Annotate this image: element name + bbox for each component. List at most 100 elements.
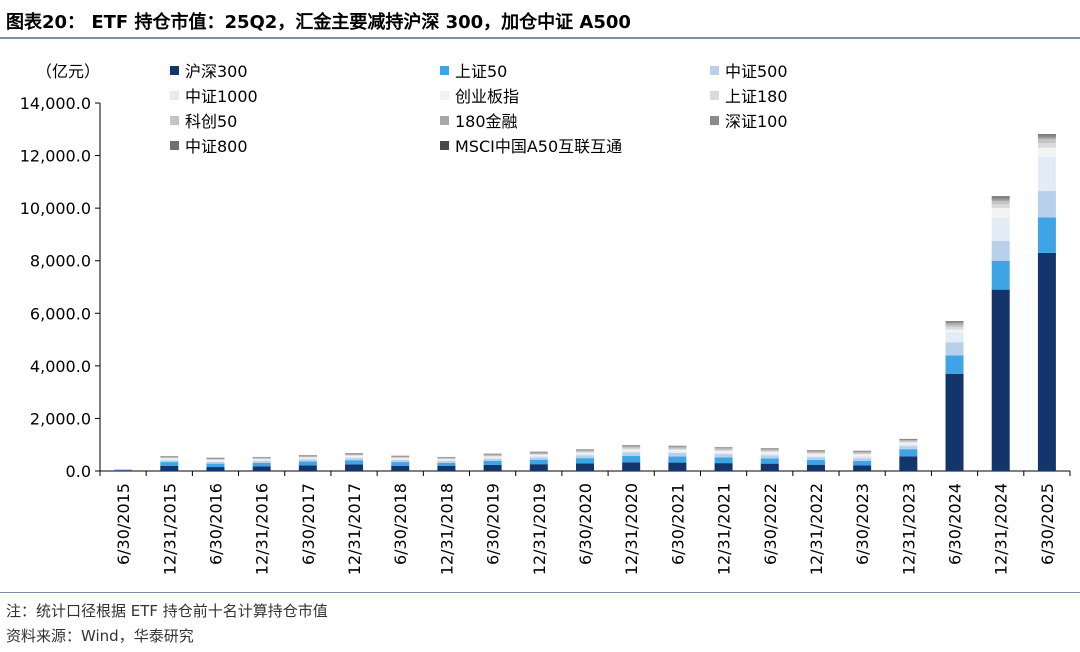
- bar-segment: [760, 458, 779, 464]
- bar-segment: [622, 446, 641, 448]
- bar-segment: [252, 459, 271, 462]
- legend-swatch: [170, 115, 179, 125]
- bar-segment: [206, 459, 225, 461]
- bar-segment: [298, 457, 317, 459]
- bar-segment: [345, 455, 364, 457]
- bar-segment: [437, 458, 456, 460]
- bar-segment: [622, 445, 641, 447]
- bar-segment: [622, 448, 641, 450]
- bar-segment: [899, 446, 918, 450]
- bar-segment: [345, 458, 364, 461]
- x-tick-label: 6/30/2019: [484, 483, 503, 565]
- bar-segment: [622, 447, 641, 449]
- bar-segment: [529, 454, 548, 455]
- bar-segment: [437, 457, 456, 459]
- legend-label: 深证100: [725, 112, 788, 131]
- bar-segment: [206, 458, 225, 460]
- bar-segment: [576, 451, 594, 453]
- legend-swatch: [710, 90, 719, 100]
- x-tick-label: 6/30/2025: [1038, 483, 1057, 565]
- bar-segment: [991, 199, 1010, 202]
- bar-segment: [991, 208, 1010, 218]
- bar-segment: [345, 453, 364, 455]
- bar-segment: [298, 458, 317, 460]
- bar-segment: [622, 452, 641, 457]
- bar-segment: [298, 465, 317, 471]
- bar-segment: [391, 462, 410, 466]
- bar-segment: [483, 453, 502, 455]
- bar-segment: [483, 454, 502, 456]
- bar-segment: [714, 453, 733, 458]
- legend-label: 科创50: [185, 112, 238, 131]
- bar-segment: [853, 461, 872, 466]
- bar-segment: [714, 451, 733, 453]
- title-divider: [0, 37, 1080, 39]
- bar-segment: [714, 447, 733, 448]
- bar-segment: [668, 447, 687, 449]
- bar-segment: [345, 464, 364, 471]
- bar-segment: [1037, 134, 1056, 136]
- bar-segment: [806, 452, 825, 454]
- bar-segment: [806, 457, 825, 460]
- x-tick-label: 12/31/2019: [530, 483, 549, 575]
- bar-segment: [806, 450, 825, 452]
- x-tick-label: 12/31/2020: [622, 483, 641, 575]
- bar-segment: [206, 463, 225, 468]
- legend-swatch: [440, 115, 449, 125]
- bar-segment: [853, 451, 872, 453]
- bar-segment: [806, 451, 825, 453]
- x-tick-label: 6/30/2022: [761, 483, 780, 565]
- bar-segment: [483, 456, 502, 458]
- legend-item: 创业板指: [440, 83, 519, 107]
- legend-item: 深证100: [710, 108, 788, 132]
- bar-segment: [345, 460, 364, 465]
- bar-segment: [622, 449, 641, 451]
- bar-segment: [899, 440, 918, 442]
- bar-segment: [298, 459, 317, 462]
- bar-segment: [668, 449, 687, 452]
- bar-segment: [483, 464, 502, 471]
- bar-segment: [345, 454, 364, 456]
- y-tick-label: 0.0: [66, 462, 91, 481]
- x-tick-label: 12/31/2024: [992, 483, 1011, 575]
- legend-item: 180金融: [440, 108, 518, 132]
- bar-segment: [298, 456, 317, 458]
- bar-segment: [345, 456, 364, 459]
- bar-segment: [437, 459, 456, 462]
- legend-item: 中证1000: [170, 83, 258, 107]
- bar-segment: [437, 459, 456, 460]
- bar-segment: [391, 458, 410, 460]
- bar-segment: [1037, 147, 1056, 157]
- bar-segment: [391, 457, 410, 459]
- bar-segment: [160, 458, 179, 460]
- bar-segment: [945, 332, 964, 343]
- bar-segment: [668, 451, 687, 453]
- bar-segment: [391, 456, 410, 457]
- bar-segment: [622, 462, 641, 471]
- bar-segment: [945, 355, 964, 374]
- bar-segment: [945, 329, 964, 333]
- bar-segment: [206, 467, 225, 471]
- bar-segment: [945, 373, 964, 471]
- bar-segment: [206, 459, 225, 460]
- bar-segment: [991, 204, 1010, 209]
- legend-item: 沪深300: [170, 58, 248, 82]
- bar-segment: [1037, 135, 1056, 138]
- bar-segment: [668, 456, 687, 463]
- bar-segment: [899, 443, 918, 447]
- legend-label: 上证180: [725, 87, 788, 106]
- x-tick-label: 12/31/2015: [160, 483, 179, 575]
- y-tick-label: 12,000.0: [20, 147, 91, 166]
- bar-segment: [1037, 217, 1056, 253]
- legend-item: 中证800: [170, 133, 248, 157]
- bar-segment: [529, 456, 548, 458]
- bar-segment: [576, 453, 594, 456]
- bar-segment: [483, 455, 502, 457]
- bar-segment: [1037, 143, 1056, 148]
- bar-segment: [806, 459, 825, 465]
- bar-segment: [437, 462, 456, 467]
- legend-item: 科创50: [170, 108, 237, 132]
- legend-label: 中证1000: [185, 87, 258, 106]
- bar-segment: [576, 455, 594, 459]
- chart-legend: 沪深300 上证50 中证500 中证1000 创业板指 上证180 科创50 180金融 深证…: [0, 0, 1080, 160]
